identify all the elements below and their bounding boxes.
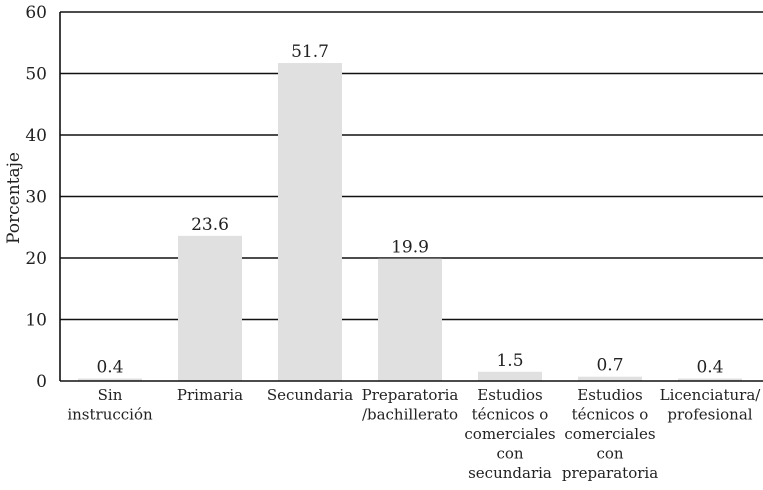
category-label: Licenciatura/profesional [660, 386, 762, 424]
data-label: 0.4 [96, 358, 123, 378]
bar [678, 378, 742, 381]
data-label: 0.4 [696, 358, 723, 378]
category-label: Estudios técnicos o comerciales con preparat… [562, 386, 658, 482]
category-label: Sin instrucción [67, 386, 153, 424]
bars [78, 63, 742, 382]
y-axis-title: Porcentaje [4, 152, 24, 244]
y-tick-label: 10 [25, 311, 47, 331]
data-label: 0.7 [596, 356, 623, 376]
bar [278, 63, 342, 382]
category-label: Primaria [177, 386, 243, 404]
y-tick-label: 60 [25, 3, 47, 23]
bar [478, 371, 542, 381]
data-label: 1.5 [496, 351, 523, 371]
y-tick-label: 40 [25, 126, 47, 146]
labels: 0 10 20 30 40 50 60 0.4 Sin instrucción 23.6 Primar… [25, 3, 761, 482]
y-tick-label: 30 [25, 188, 47, 208]
axes [59, 12, 763, 382]
bar [178, 235, 242, 381]
y-tick-label: 50 [25, 65, 47, 85]
data-label: 23.6 [191, 215, 229, 235]
bar [578, 376, 642, 381]
y-tick-label: 0 [36, 372, 47, 392]
data-label: 51.7 [291, 42, 329, 62]
category-label: Estudios técnicos o comerciales con secundar… [464, 386, 555, 482]
grid-lines [60, 11, 763, 321]
category-label: Secundaria [267, 386, 353, 404]
bar [78, 378, 142, 381]
bar [378, 258, 442, 381]
category-label: Preparatoria/bachillerato [362, 386, 459, 424]
data-label: 19.9 [391, 238, 429, 258]
y-tick-label: 20 [25, 249, 47, 269]
